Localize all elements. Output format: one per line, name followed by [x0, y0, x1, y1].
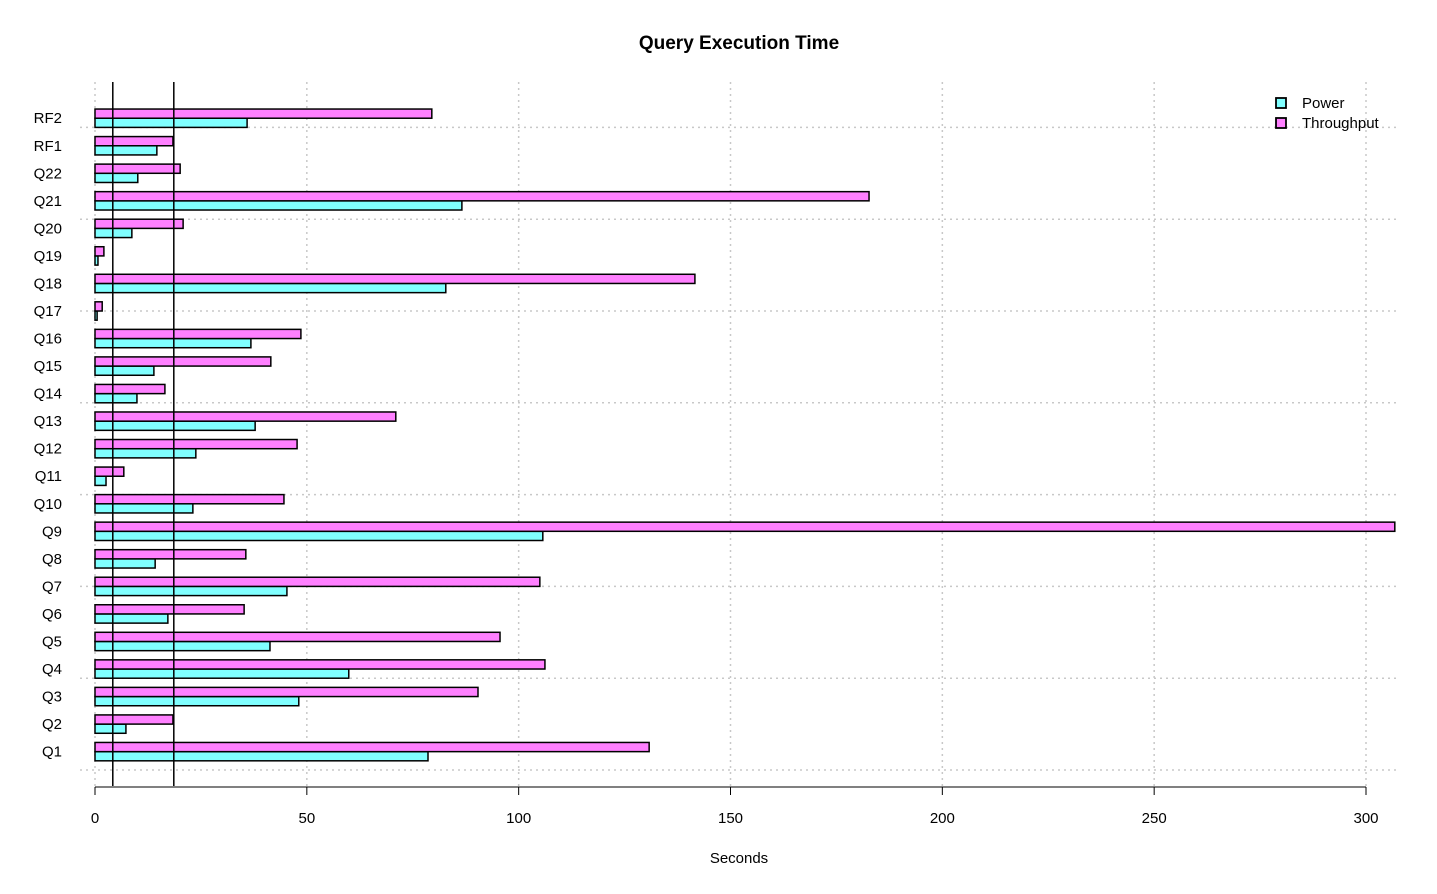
bar-throughput-q22: [94, 163, 181, 175]
y-tick-label: Q19: [34, 248, 62, 265]
bar-throughput-q18: [94, 273, 696, 285]
bar-power-q13: [94, 420, 256, 432]
bar-throughput-rf2: [94, 108, 433, 119]
bar-throughput-q14: [94, 383, 166, 395]
bar-throughput-rf1: [94, 135, 174, 147]
bar-throughput-q3: [94, 686, 479, 698]
bar-throughput-q8: [94, 548, 247, 560]
bar-throughput-q12: [94, 438, 298, 450]
bar-power-q4: [94, 668, 350, 679]
bar-throughput-q7: [94, 576, 541, 588]
legend-label-throughput: Throughput: [1302, 115, 1380, 132]
bar-throughput-q20: [94, 218, 184, 230]
y-tick-label: Q12: [34, 441, 62, 458]
bar-throughput-q19: [94, 245, 105, 257]
x-tick-label: 0: [91, 810, 99, 827]
y-tick-label: Q17: [34, 303, 62, 320]
bar-throughput-q16: [94, 328, 302, 340]
bar-power-q7: [94, 585, 288, 597]
x-tick-label: 200: [930, 810, 955, 827]
bar-power-q6: [94, 613, 169, 624]
bar-power-rf2: [94, 117, 248, 129]
bar-power-q2: [94, 723, 127, 735]
bar-power-q19: [94, 255, 99, 266]
y-tick-label: Q4: [42, 661, 62, 678]
legend-swatch-throughput: [1275, 117, 1287, 129]
x-tick-label: 50: [298, 810, 315, 827]
y-tick-label: Q8: [42, 551, 62, 568]
y-tick-label: Q21: [34, 193, 62, 210]
bar-throughput-q1: [94, 741, 650, 753]
bar-throughput-q2: [94, 714, 174, 725]
bar-throughput-q6: [94, 604, 245, 615]
bar-power-q15: [94, 365, 155, 377]
bar-power-q22: [94, 172, 139, 184]
bar-power-q21: [94, 200, 463, 211]
bar-power-q9: [94, 530, 544, 542]
legend-label-power: Power: [1302, 95, 1345, 112]
y-tick-label: Q6: [42, 606, 62, 623]
y-tick-label: Q3: [42, 689, 62, 706]
bar-power-q12: [94, 447, 197, 459]
y-tick-label: Q1: [42, 744, 62, 761]
y-tick-label: Q7: [42, 578, 62, 595]
bar-power-q10: [94, 503, 194, 514]
y-tick-label: RF1: [34, 138, 62, 155]
bar-throughput-q9: [94, 521, 1396, 533]
legend-swatch-power: [1275, 97, 1287, 109]
y-tick-label: Q2: [42, 716, 62, 733]
y-tick-label: RF2: [34, 110, 62, 127]
y-tick-label: Q11: [35, 468, 62, 485]
y-tick-label: Q18: [34, 275, 62, 292]
bar-power-q8: [94, 558, 156, 569]
bar-power-q18: [94, 282, 447, 294]
bar-throughput-q15: [94, 356, 272, 367]
y-tick-label: Q15: [34, 358, 62, 375]
bar-power-q11: [94, 475, 107, 487]
bar-power-q3: [94, 695, 300, 707]
bar-throughput-q5: [94, 631, 501, 643]
x-axis-label: Seconds: [710, 850, 768, 867]
bar-power-q14: [94, 392, 138, 404]
chart-title: Query Execution Time: [639, 33, 839, 54]
y-tick-label: Q10: [34, 496, 62, 513]
bar-power-q16: [94, 337, 252, 349]
bar-power-rf1: [94, 145, 158, 156]
y-tick-label: Q5: [42, 633, 62, 650]
y-tick-label: Q22: [34, 165, 62, 182]
y-tick-label: Q20: [34, 220, 62, 237]
bar-throughput-q13: [94, 411, 397, 422]
x-tick-label: 150: [718, 810, 743, 827]
bar-power-q1: [94, 750, 429, 762]
bar-throughput-q11: [94, 466, 125, 477]
x-tick-label: 250: [1142, 810, 1167, 827]
y-tick-label: Q9: [42, 523, 62, 540]
x-tick-label: 100: [506, 810, 531, 827]
y-tick-label: Q14: [34, 386, 62, 403]
x-tick-label: 300: [1353, 810, 1378, 827]
bar-throughput-q4: [94, 659, 546, 670]
bar-power-q17: [94, 310, 98, 321]
bar-throughput-q10: [94, 493, 285, 505]
bar-throughput-q17: [94, 301, 103, 312]
y-tick-label: Q16: [34, 331, 62, 348]
bar-throughput-q21: [94, 190, 870, 202]
y-tick-label: Q13: [34, 413, 62, 430]
bar-power-q5: [94, 640, 271, 652]
